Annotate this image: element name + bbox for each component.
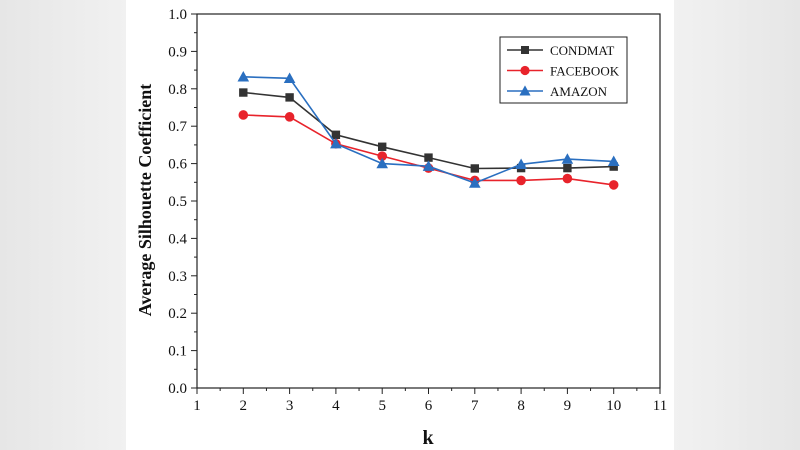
series-condmat bbox=[239, 88, 618, 173]
data-point-amazon bbox=[283, 72, 296, 83]
left-margin bbox=[0, 0, 126, 450]
legend-label-amazon: AMAZON bbox=[550, 84, 608, 99]
series-facebook bbox=[238, 110, 619, 190]
x-tick-label: 1 bbox=[193, 398, 201, 414]
legend: CONDMAT FACEBOOK AMAZON bbox=[499, 36, 628, 104]
right-margin bbox=[674, 0, 800, 450]
data-point-condmat bbox=[331, 130, 341, 140]
data-point-condmat bbox=[563, 163, 572, 173]
data-point-condmat bbox=[424, 153, 433, 162]
data-point-facebook bbox=[238, 110, 249, 120]
axes: 1 2 3 4 5 6 7 8 9 10 11 0.0 0.1 0.2 0.3 0.4 0.5 0.6 0.7 0.8… bbox=[168, 7, 667, 414]
y-tick-label: 0.8 bbox=[168, 82, 187, 98]
series-layer bbox=[237, 71, 620, 190]
data-point-condmat bbox=[285, 93, 294, 102]
y-tick-label: 0.2 bbox=[168, 306, 187, 322]
data-point-facebook bbox=[516, 175, 526, 186]
y-tick-label: 0.6 bbox=[168, 157, 187, 173]
data-point-amazon bbox=[330, 137, 342, 149]
legend-label-condmat: CONDMAT bbox=[550, 43, 614, 58]
x-tick-label: 8 bbox=[517, 398, 525, 414]
y-tick-label: 1.0 bbox=[168, 7, 187, 23]
x-tick-label: 2 bbox=[240, 398, 248, 414]
y-tick-label: 0.0 bbox=[168, 381, 187, 397]
data-point-facebook bbox=[377, 151, 388, 161]
data-point-amazon bbox=[515, 158, 527, 169]
x-tick-label: 5 bbox=[378, 398, 386, 414]
y-tick-label: 0.4 bbox=[168, 231, 187, 247]
y-tick-label: 0.7 bbox=[168, 119, 187, 135]
x-tick-label: 10 bbox=[606, 398, 621, 414]
data-point-facebook bbox=[562, 173, 573, 184]
x-tick-label: 9 bbox=[564, 398, 572, 414]
data-point-condmat bbox=[470, 164, 479, 173]
y-tick-label: 0.9 bbox=[168, 44, 187, 60]
legend-marker-condmat bbox=[521, 46, 529, 54]
x-tick-label: 11 bbox=[653, 398, 667, 414]
x-tick-label: 3 bbox=[286, 398, 294, 414]
data-point-facebook bbox=[284, 112, 295, 122]
data-point-amazon bbox=[376, 157, 388, 169]
legend-marker-amazon bbox=[519, 85, 531, 96]
x-tick-label: 4 bbox=[332, 398, 340, 414]
legend-marker-facebook bbox=[520, 65, 530, 76]
data-point-amazon bbox=[607, 155, 620, 166]
data-point-facebook bbox=[608, 180, 619, 190]
y-tick-label: 0.3 bbox=[168, 269, 187, 285]
data-point-condmat bbox=[239, 88, 248, 97]
data-point-condmat bbox=[609, 162, 618, 171]
legend-label-facebook: FACEBOOK bbox=[550, 64, 620, 79]
data-point-amazon bbox=[469, 177, 481, 188]
data-point-condmat bbox=[378, 142, 387, 151]
y-tick-label: 0.1 bbox=[168, 344, 187, 360]
data-point-amazon bbox=[561, 153, 574, 164]
x-tick-label: 7 bbox=[471, 398, 479, 414]
y-axis-label: Average Silhouette Coefficient bbox=[135, 84, 155, 317]
series-line-facebook bbox=[243, 114, 614, 186]
x-tick-label: 6 bbox=[425, 398, 433, 414]
data-point-amazon bbox=[237, 71, 250, 82]
data-point-amazon bbox=[422, 160, 435, 171]
series-amazon bbox=[237, 71, 620, 188]
y-tick-label: 0.5 bbox=[168, 194, 187, 210]
x-axis-label: k bbox=[422, 427, 434, 449]
